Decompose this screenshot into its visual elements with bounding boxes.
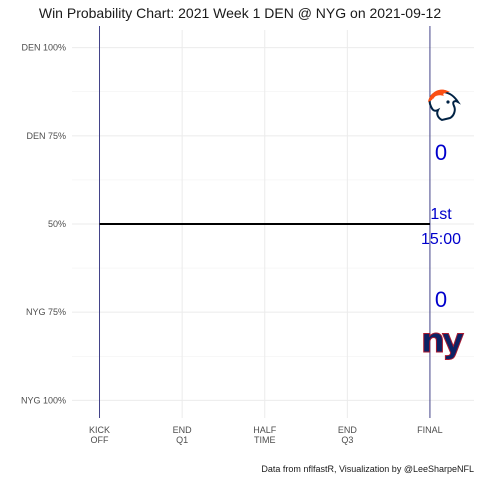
chart-title: Win Probability Chart: 2021 Week 1 DEN @…	[39, 5, 441, 21]
denver-score: 0	[435, 140, 447, 165]
period-lines	[99, 26, 431, 418]
x-tick-label-3: END Q3	[338, 425, 358, 445]
chart-caption: Data from nflfastR, Visualization by @Le…	[261, 464, 474, 474]
y-tick-label-0: DEN 100%	[21, 43, 66, 53]
game-clock: 15:00	[421, 231, 461, 248]
denver-broncos-logo	[428, 89, 461, 122]
y-tick-label-3: NYG 75%	[26, 307, 66, 317]
y-tick-label-1: DEN 75%	[26, 131, 66, 141]
new-york-giants-logo: ny	[420, 321, 467, 362]
x-tick-label-4: FINAL	[417, 425, 443, 435]
giants-score: 0	[435, 287, 447, 312]
x-axis-labels: KICK OFF END Q1 HALF TIME END Q3 FINAL	[89, 425, 443, 445]
y-tick-label-4: NYG 100%	[21, 395, 66, 405]
y-tick-label-2: 50%	[48, 219, 66, 229]
x-tick-label-1: END Q1	[173, 425, 193, 445]
x-tick-label-0: KICK OFF	[89, 425, 110, 445]
x-tick-label-2: HALF TIME	[253, 425, 277, 445]
svg-text:ny: ny	[421, 321, 464, 361]
y-axis-labels: DEN 100% DEN 75% 50% NYG 75% NYG 100%	[21, 43, 66, 406]
game-quarter: 1st	[430, 206, 452, 223]
